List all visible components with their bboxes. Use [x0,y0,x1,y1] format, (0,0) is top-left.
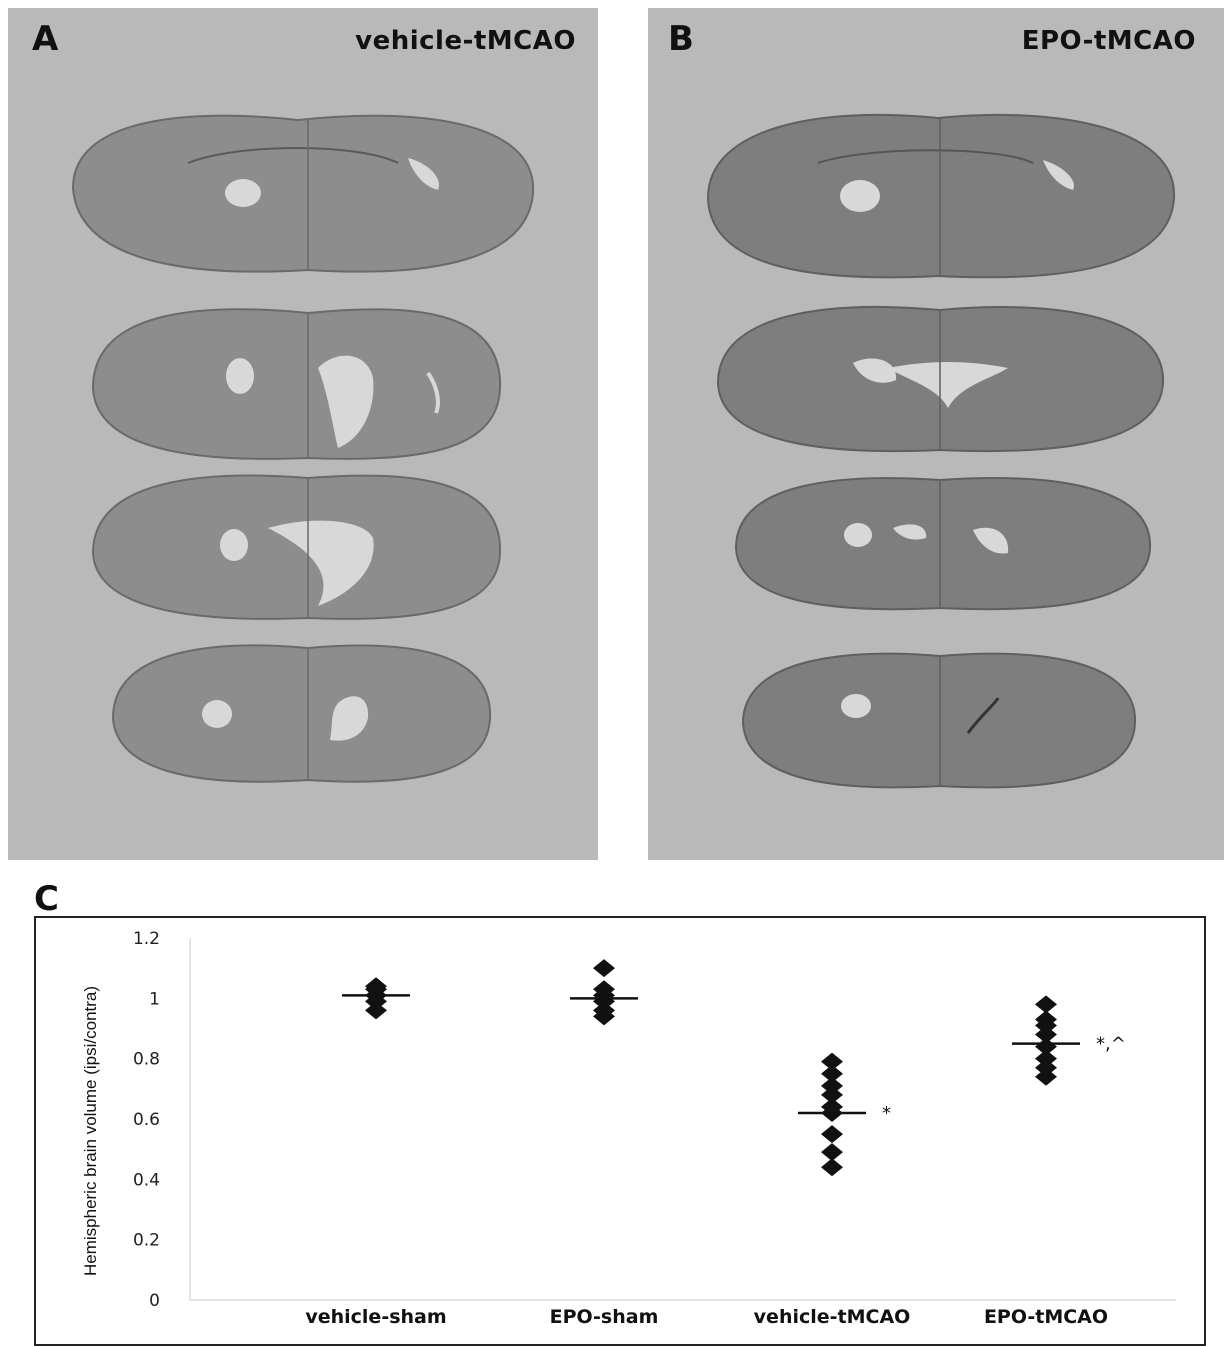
y-tick-label: 0.6 [133,1110,160,1130]
data-point [821,1143,843,1162]
significance-annotation: *,^ [1096,1034,1126,1055]
brain-section [706,113,1176,279]
panel-a-micrograph: A vehicle-tMCAO [8,8,598,860]
y-tick-label: 0.8 [133,1050,160,1070]
data-point [593,1001,615,1020]
y-tick-label: 0 [149,1291,160,1311]
x-tick-label: vehicle-tMCAO [754,1306,911,1328]
panel-b-title: EPO-tMCAO [1021,26,1196,56]
panel-c-letter: C [34,879,59,919]
data-point [1035,995,1057,1014]
brain-section [91,474,502,620]
data-point [1035,1037,1057,1056]
brain-section [741,652,1137,789]
data-point [593,980,615,999]
data-point [365,977,387,996]
panel-a-letter: A [32,19,59,59]
scatter-chart: 0 0.2 0.4 0.6 0.8 1 1.2 Hemispheric brain volum… [34,916,1206,1346]
brain-section [716,306,1165,453]
data-point [1035,1010,1057,1029]
x-tick-label: vehicle-sham [305,1306,446,1328]
panel-b-letter: B [668,19,694,59]
panel-b-micrograph: B EPO-tMCAO [648,8,1224,860]
data-point [821,1158,843,1177]
data-point [821,1064,843,1083]
data-point [821,1085,843,1104]
y-tick-label: 0.4 [133,1170,160,1190]
y-tick-label: 1.2 [133,929,160,949]
brain-section [71,114,535,273]
data-point [365,1001,387,1020]
data-point [821,1076,843,1095]
data-point [821,1097,843,1116]
brain-section [734,477,1152,611]
y-tick-label: 0.2 [133,1231,160,1251]
data-point [821,1125,843,1144]
brain-sections-a [71,114,535,783]
brain-sections-b [706,113,1176,789]
data-point [1035,1025,1057,1044]
data-point [821,1052,843,1071]
brain-section [91,308,502,460]
data-point [1035,1049,1057,1068]
data-point [593,959,615,978]
y-tick-label: 1 [149,989,160,1009]
data-point [1035,1067,1057,1086]
x-tick-label: EPO-tMCAO [984,1306,1108,1328]
significance-annotation: * [882,1103,891,1124]
brain-section [111,644,492,783]
y-axis-title: Hemispheric brain volume (ipsi/contra) [81,986,100,1276]
x-tick-label: EPO-sham [550,1306,659,1328]
panel-a-title: vehicle-tMCAO [355,26,576,56]
data-point [1035,1058,1057,1077]
scatter-chart-svg: 0 0.2 0.4 0.6 0.8 1 1.2 Hemispheric brain volum… [81,929,1176,1328]
